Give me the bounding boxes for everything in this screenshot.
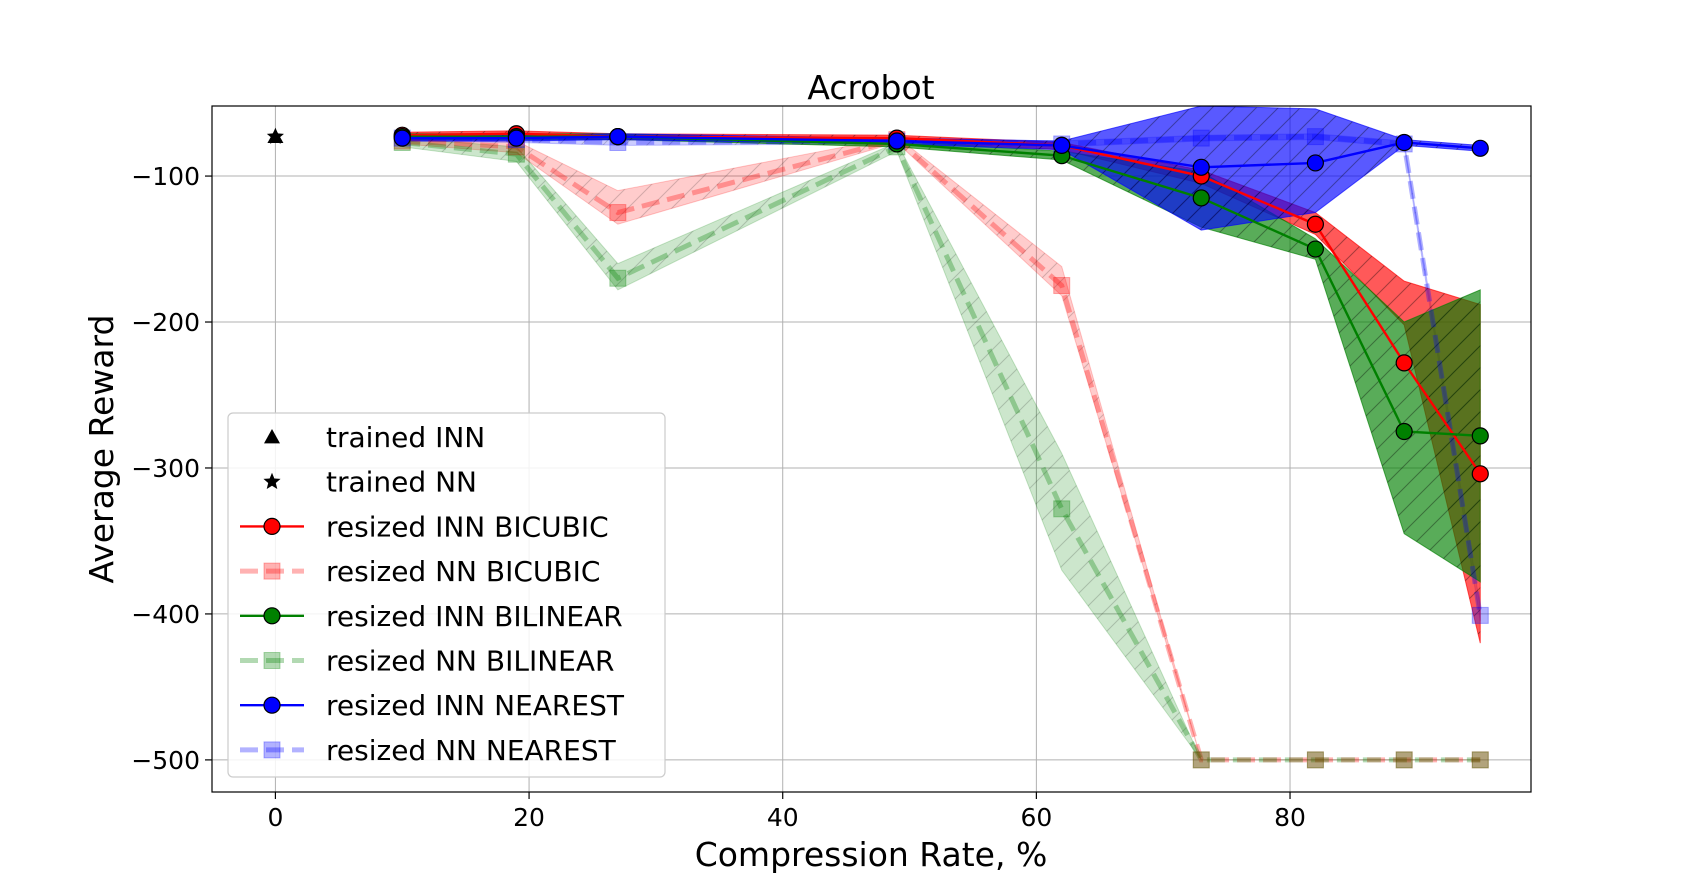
resized-nn-bicubic-point: [1395, 751, 1413, 769]
x-tick-label: 80: [1274, 803, 1306, 832]
grid-lines: [212, 106, 1531, 792]
legend: trained INN trained NN resized INN BICUBIC…: [227, 412, 666, 778]
legend-resized-inn-bicubic-label: resized INN BICUBIC: [326, 510, 609, 543]
legend-resized-inn-bicubic-handle: [263, 517, 281, 536]
legend-resized-nn-bilinear-label: resized NN BILINEAR: [326, 645, 614, 678]
resized-nn-bilinear-point: [1053, 500, 1071, 518]
resized-inn-nearest-point: [393, 129, 411, 147]
resized-nn-nearest-point: [1192, 129, 1210, 147]
resized-inn-bilinear-point: [1306, 240, 1324, 258]
resized-nn-bilinear-band-hatch: [402, 138, 1481, 760]
series-markers: [266, 125, 1489, 769]
resized-nn-bilinear-point: [507, 145, 525, 163]
y-tick-label: −100: [131, 162, 200, 191]
legend-trained-nn-label: trained NN: [326, 466, 477, 499]
resized-nn-bicubic-point: [609, 204, 627, 222]
resized-nn-bilinear-line: [401, 140, 1481, 763]
resized-inn-bilinear-point: [1471, 427, 1489, 445]
x-tick-label: 40: [767, 803, 799, 832]
resized-inn-nearest-point: [1395, 133, 1413, 152]
resized-nn-bilinear-point: [1306, 751, 1324, 769]
resized-nn-bilinear-point: [1395, 751, 1413, 769]
resized-nn-bicubic-point: [1306, 751, 1324, 769]
x-tick-label: 20: [513, 803, 545, 832]
resized-inn-nearest-point: [1306, 154, 1324, 172]
y-tick-label: −200: [131, 308, 200, 337]
legend-resized-inn-bilinear-label: resized INN BILINEAR: [326, 600, 623, 633]
legend-resized-nn-bicubic-label: resized NN BICUBIC: [326, 555, 600, 588]
legend-resized-nn-nearest-label: resized NN NEAREST: [326, 734, 617, 767]
chart-title: Acrobot: [807, 68, 934, 107]
resized-inn-nearest-point: [1192, 158, 1210, 176]
resized-nn-bilinear-point: [1192, 751, 1210, 769]
legend-box: [227, 412, 666, 778]
resized-inn-bicubic-point: [1306, 215, 1324, 233]
y-tick-label: −400: [131, 600, 200, 629]
resized-inn-bilinear-point: [1395, 422, 1413, 441]
axis-ticks: 0 20 40 60 80 −100 −200 −300 −400 −500: [131, 162, 1306, 832]
resized-inn-bilinear-point: [1192, 189, 1210, 207]
resized-inn-nearest-point: [1471, 139, 1489, 157]
legend-resized-nn-bicubic-handle: [263, 562, 281, 580]
x-tick-label: 60: [1020, 803, 1052, 832]
plot-frame: [211, 105, 1532, 793]
y-axis-label: Average Reward: [82, 315, 121, 584]
x-tick-label: 0: [267, 803, 283, 832]
resized-nn-bilinear-point: [609, 269, 627, 287]
resized-inn-nearest-point: [888, 132, 906, 150]
x-axis-label: Compression Rate, %: [695, 835, 1048, 874]
resized-nn-bicubic-line: [402, 136, 1481, 763]
resized-nn-bicubic-point: [1471, 751, 1489, 769]
resized-nn-bicubic-point: [1053, 277, 1071, 295]
resized-inn-bicubic-point: [1395, 354, 1413, 372]
trained-nn-marker: [266, 127, 284, 144]
y-tick-label: −300: [131, 454, 200, 483]
resized-inn-nearest-point: [1053, 136, 1071, 155]
y-tick-label: −500: [131, 746, 200, 775]
legend-resized-inn-nearest-handle: [263, 696, 281, 714]
resized-nn-bicubic-point: [1192, 751, 1210, 769]
resized-nn-nearest-point: [1306, 128, 1324, 146]
resized-inn-nearest-point: [609, 128, 627, 146]
legend-resized-inn-bilinear-handle: [263, 607, 281, 625]
resized-inn-bicubic-point: [1471, 465, 1489, 483]
legend-resized-nn-bilinear-handle: [263, 652, 281, 669]
legend-trained-inn-label: trained INN: [326, 421, 485, 454]
legend-resized-inn-nearest-label: resized INN NEAREST: [326, 689, 625, 722]
legend-trained-inn-handle: [264, 429, 280, 444]
resized-inn-nearest-point: [507, 129, 525, 147]
legend-resized-nn-nearest-handle: [263, 741, 281, 759]
legend-trained-nn-handle: [263, 472, 281, 489]
resized-nn-nearest-point: [1471, 606, 1489, 624]
resized-nn-bilinear-point: [1471, 751, 1489, 769]
